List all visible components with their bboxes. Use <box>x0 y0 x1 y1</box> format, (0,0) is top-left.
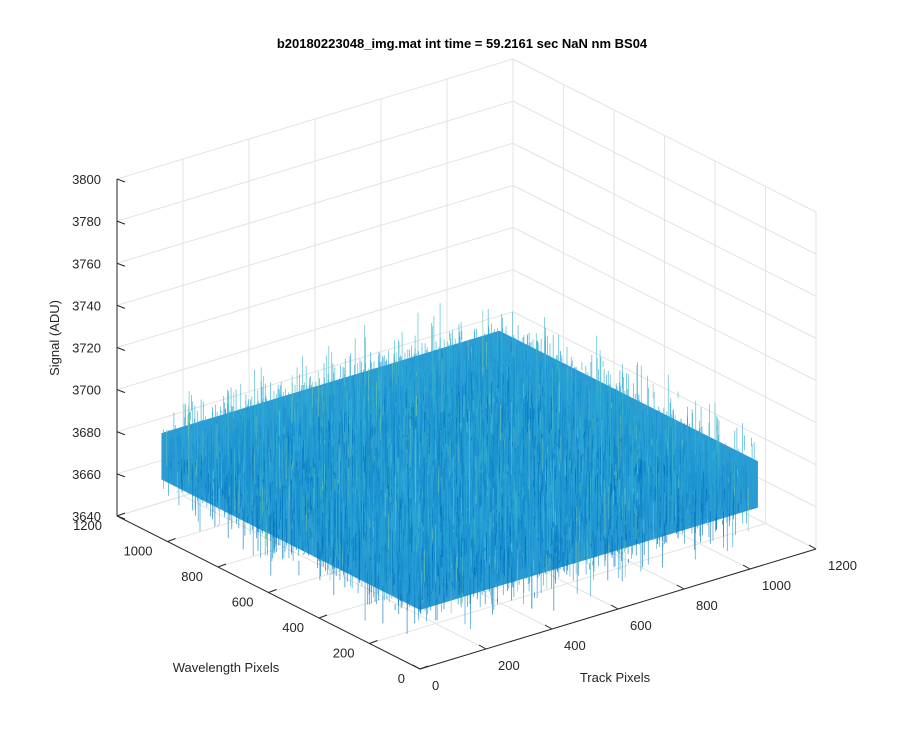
grid-line <box>116 142 514 264</box>
grid-line <box>512 269 817 424</box>
data-surface <box>161 303 758 634</box>
grid-line <box>116 100 514 222</box>
grid-line <box>512 227 817 381</box>
grid-line <box>512 184 817 339</box>
grid-line <box>116 58 514 180</box>
grid-line <box>512 100 817 255</box>
grid-line <box>369 523 766 644</box>
grid-line <box>512 311 817 466</box>
grid-line <box>116 184 514 306</box>
grid-line <box>116 269 514 391</box>
grid-line <box>512 58 817 213</box>
grid-line <box>116 227 514 348</box>
grid-line <box>512 142 817 297</box>
grid-line <box>116 311 514 433</box>
